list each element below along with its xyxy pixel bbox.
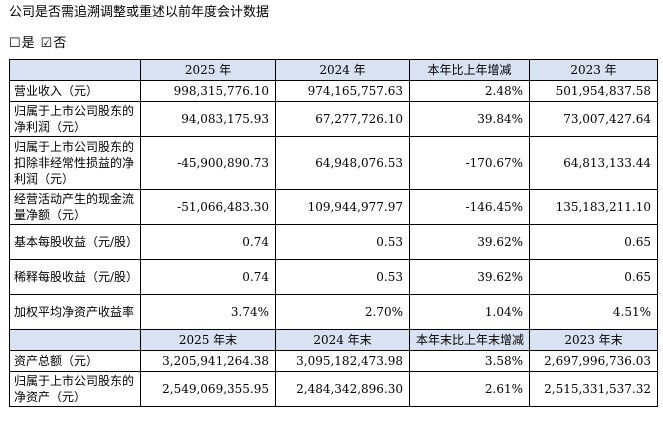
table-row: 资产总额（元） 3,205,941,264.38 3,095,182,473.9… <box>9 350 658 372</box>
table-cell: 3.58% <box>409 350 530 372</box>
table-row: 归属于上市公司股东的扣除非经常性损益的净利润（元） -45,900,890.73… <box>9 136 658 190</box>
table-cell: 1.04% <box>409 294 530 330</box>
table-cell: 2.70% <box>275 294 410 330</box>
table-cell: 3,205,941,264.38 <box>140 350 276 372</box>
header-cell: 2025 年末 <box>140 329 276 351</box>
checked-box-icon[interactable]: ☑ <box>40 36 53 51</box>
header-cell: 2025 年 <box>140 59 276 81</box>
restatement-question: 公司是否需追溯调整或重述以前年度会计数据 <box>9 5 270 20</box>
table-cell: 4.51% <box>529 294 658 330</box>
row-label: 经营活动产生的现金流量净额（元） <box>9 189 141 225</box>
table-cell: 0.65 <box>529 224 658 260</box>
row-label: 归属于上市公司股东的净利润（元） <box>9 101 141 137</box>
table-cell: 0.53 <box>275 259 410 295</box>
table-cell: 2.48% <box>409 80 530 102</box>
header-cell: 本年末比上年末增减 <box>409 329 530 351</box>
header-cell <box>9 329 141 351</box>
header-cell: 2023 年 <box>529 59 658 81</box>
header-cell: 本年比上年增减 <box>409 59 530 81</box>
option-yes-label: 是 <box>21 36 35 51</box>
table-cell: 0.53 <box>275 224 410 260</box>
row-label: 加权平均净资产收益率 <box>9 294 141 330</box>
table-cell: 2,549,069,355.95 <box>140 371 276 407</box>
table-row: 归属于上市公司股东的净资产（元） 2,549,069,355.95 2,484,… <box>9 371 658 407</box>
table-cell: 501,954,837.58 <box>529 80 658 102</box>
row-label: 营业收入（元） <box>9 80 141 102</box>
unchecked-box-icon[interactable]: ☐ <box>9 36 21 51</box>
row-label: 稀释每股收益（元/股） <box>9 259 141 295</box>
table-cell: 974,165,757.63 <box>275 80 410 102</box>
financial-data-table: 2025 年 2024 年 本年比上年增减 2023 年 营业收入（元） 998… <box>9 59 658 407</box>
table-cell: 39.62% <box>409 259 530 295</box>
table-row: 稀释每股收益（元/股） 0.74 0.53 39.62% 0.65 <box>9 259 658 295</box>
table-cell: -146.45% <box>409 189 530 225</box>
table-cell: 39.62% <box>409 224 530 260</box>
table-row: 加权平均净资产收益率 3.74% 2.70% 1.04% 4.51% <box>9 294 658 330</box>
table-header-row: 2025 年 2024 年 本年比上年增减 2023 年 <box>9 59 658 81</box>
table-cell: 0.74 <box>140 224 276 260</box>
table-cell: 64,948,076.53 <box>275 136 410 190</box>
table-header-row: 2025 年末 2024 年末 本年末比上年末增减 2023 年末 <box>9 329 658 351</box>
table-cell: 109,944,977.97 <box>275 189 410 225</box>
option-yes[interactable]: ☐ 是 <box>9 35 35 53</box>
table-cell: 0.74 <box>140 259 276 295</box>
table-cell: 0.65 <box>529 259 658 295</box>
table-row: 基本每股收益（元/股） 0.74 0.53 39.62% 0.65 <box>9 224 658 260</box>
table-row: 归属于上市公司股东的净利润（元） 94,083,175.93 67,277,72… <box>9 101 658 137</box>
table-cell: 3.74% <box>140 294 276 330</box>
table-cell: 2,697,996,736.03 <box>529 350 658 372</box>
header-cell: 2023 年末 <box>529 329 658 351</box>
table-cell: 998,315,776.10 <box>140 80 276 102</box>
row-label: 归属于上市公司股东的扣除非经常性损益的净利润（元） <box>9 136 141 190</box>
header-cell: 2024 年 <box>275 59 410 81</box>
table-row: 经营活动产生的现金流量净额（元） -51,066,483.30 109,944,… <box>9 189 658 225</box>
table-cell: -51,066,483.30 <box>140 189 276 225</box>
table-cell: -170.67% <box>409 136 530 190</box>
table-cell: 73,007,427.64 <box>529 101 658 137</box>
table-row: 营业收入（元） 998,315,776.10 974,165,757.63 2.… <box>9 80 658 102</box>
table-cell: 135,183,211.10 <box>529 189 658 225</box>
table-cell: 39.84% <box>409 101 530 137</box>
header-cell <box>9 59 141 81</box>
table-cell: 94,083,175.93 <box>140 101 276 137</box>
option-no[interactable]: ☑ 否 <box>41 35 67 53</box>
table-cell: 2,515,331,537.32 <box>529 371 658 407</box>
table-cell: 2.61% <box>409 371 530 407</box>
table-cell: 3,095,182,473.98 <box>275 350 410 372</box>
table-cell: 67,277,726.10 <box>275 101 410 137</box>
table-cell: 64,813,133.44 <box>529 136 658 190</box>
header-cell: 2024 年末 <box>275 329 410 351</box>
row-label: 资产总额（元） <box>9 350 141 372</box>
row-label: 基本每股收益（元/股） <box>9 224 141 260</box>
table-cell: 2,484,342,896.30 <box>275 371 410 407</box>
row-label: 归属于上市公司股东的净资产（元） <box>9 371 141 407</box>
restatement-options: ☐ 是 ☑ 否 <box>9 35 72 53</box>
option-no-label: 否 <box>53 36 67 51</box>
table-cell: -45,900,890.73 <box>140 136 276 190</box>
